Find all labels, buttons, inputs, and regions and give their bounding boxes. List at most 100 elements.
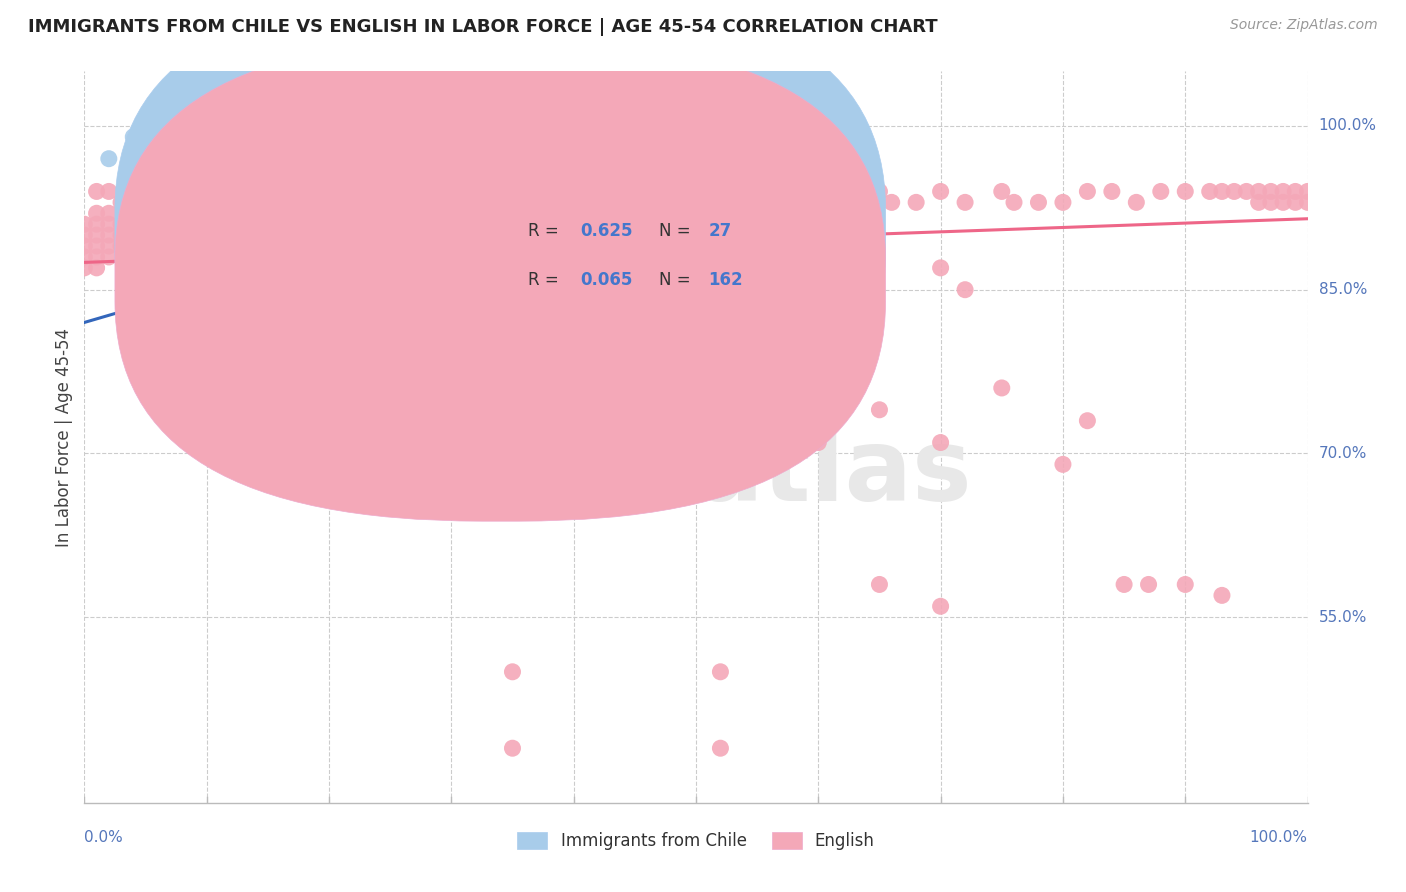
Point bbox=[183, 283, 205, 297]
Point bbox=[367, 195, 389, 210]
Point bbox=[1236, 185, 1258, 199]
Point bbox=[1284, 195, 1306, 210]
Point bbox=[110, 217, 132, 231]
Point bbox=[159, 228, 181, 243]
Point bbox=[73, 260, 96, 275]
Text: IMMIGRANTS FROM CHILE VS ENGLISH IN LABOR FORCE | AGE 45-54 CORRELATION CHART: IMMIGRANTS FROM CHILE VS ENGLISH IN LABO… bbox=[28, 18, 938, 36]
Point bbox=[538, 217, 561, 231]
Point bbox=[380, 206, 402, 220]
Point bbox=[172, 272, 194, 286]
Point bbox=[97, 185, 120, 199]
Point bbox=[342, 326, 364, 341]
Point bbox=[195, 272, 218, 286]
Point bbox=[747, 304, 769, 318]
Point bbox=[685, 425, 707, 439]
Point bbox=[172, 283, 194, 297]
Point bbox=[110, 239, 132, 253]
Text: 27: 27 bbox=[709, 222, 731, 240]
Point bbox=[269, 217, 291, 231]
Point bbox=[562, 185, 585, 199]
Point bbox=[97, 228, 120, 243]
Text: 0.625: 0.625 bbox=[579, 222, 633, 240]
Point bbox=[464, 381, 486, 395]
Point bbox=[599, 195, 621, 210]
Point bbox=[294, 217, 316, 231]
Point bbox=[183, 293, 205, 308]
Text: R =: R = bbox=[529, 271, 560, 289]
Point bbox=[709, 741, 731, 756]
Point bbox=[245, 217, 267, 231]
Point bbox=[219, 217, 242, 231]
Point bbox=[869, 577, 891, 591]
Point bbox=[183, 260, 205, 275]
Point bbox=[1247, 185, 1270, 199]
Point bbox=[245, 141, 267, 155]
Point bbox=[122, 228, 145, 243]
Point bbox=[991, 185, 1014, 199]
Point bbox=[953, 195, 976, 210]
Text: N =: N = bbox=[659, 271, 690, 289]
Point bbox=[1076, 414, 1098, 428]
Point bbox=[929, 435, 952, 450]
Point bbox=[122, 195, 145, 210]
Point bbox=[612, 195, 634, 210]
Point bbox=[245, 185, 267, 199]
Point bbox=[73, 217, 96, 231]
Point bbox=[172, 228, 194, 243]
Point bbox=[367, 185, 389, 199]
FancyBboxPatch shape bbox=[115, 0, 886, 472]
Point bbox=[208, 217, 231, 231]
Point bbox=[502, 206, 524, 220]
Point bbox=[709, 665, 731, 679]
Text: 100.0%: 100.0% bbox=[1250, 830, 1308, 845]
Point bbox=[1260, 185, 1282, 199]
Point bbox=[1272, 185, 1295, 199]
Point bbox=[146, 228, 169, 243]
Point bbox=[747, 195, 769, 210]
Point bbox=[183, 195, 205, 210]
Point bbox=[135, 195, 157, 210]
Point bbox=[758, 206, 780, 220]
Point bbox=[831, 381, 853, 395]
Point bbox=[159, 206, 181, 220]
Point bbox=[73, 250, 96, 264]
Y-axis label: In Labor Force | Age 45-54: In Labor Force | Age 45-54 bbox=[55, 327, 73, 547]
Point bbox=[538, 185, 561, 199]
Point bbox=[1211, 588, 1233, 602]
Point bbox=[86, 206, 108, 220]
Text: ZIP: ZIP bbox=[513, 425, 696, 522]
Point bbox=[953, 283, 976, 297]
Point bbox=[183, 239, 205, 253]
Point bbox=[97, 152, 120, 166]
Point bbox=[538, 402, 561, 417]
Point bbox=[1052, 458, 1074, 472]
Point bbox=[195, 195, 218, 210]
Point bbox=[489, 195, 512, 210]
Point bbox=[477, 195, 499, 210]
Point bbox=[416, 195, 439, 210]
Point bbox=[1198, 185, 1220, 199]
Point bbox=[97, 206, 120, 220]
Point bbox=[86, 228, 108, 243]
Point bbox=[305, 195, 328, 210]
Point bbox=[1296, 185, 1319, 199]
Point bbox=[1101, 185, 1123, 199]
Point bbox=[135, 217, 157, 231]
Point bbox=[502, 402, 524, 417]
Point bbox=[685, 206, 707, 220]
Point bbox=[86, 250, 108, 264]
Point bbox=[380, 185, 402, 199]
Point bbox=[232, 206, 254, 220]
Point bbox=[269, 185, 291, 199]
Legend: Immigrants from Chile, English: Immigrants from Chile, English bbox=[510, 825, 882, 856]
Point bbox=[86, 185, 108, 199]
Point bbox=[195, 239, 218, 253]
Point bbox=[416, 206, 439, 220]
Point bbox=[1174, 577, 1197, 591]
Point bbox=[440, 195, 463, 210]
Point bbox=[146, 195, 169, 210]
Point bbox=[783, 195, 806, 210]
Point bbox=[281, 206, 304, 220]
Point bbox=[195, 228, 218, 243]
Point bbox=[1272, 195, 1295, 210]
